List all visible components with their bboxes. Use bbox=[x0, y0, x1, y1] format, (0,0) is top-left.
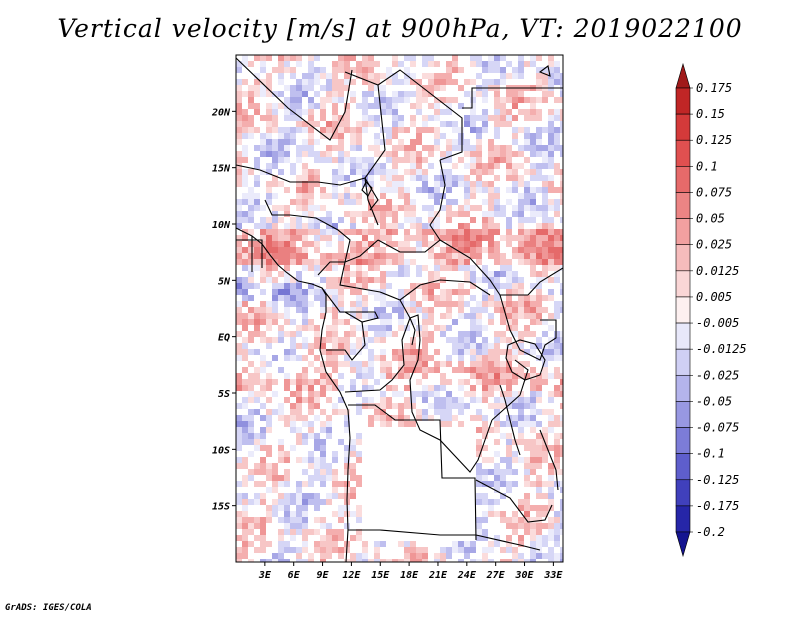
colorbar: 0.175 0.15 0.125 0.1 0.075 0.05 0.025 0.0125 0.0… bbox=[675, 62, 747, 558]
y-tick-label: 15S bbox=[212, 502, 230, 513]
lake-victoria bbox=[505, 339, 546, 381]
colorbar-label: 0.15 bbox=[696, 107, 725, 121]
colorbar-box bbox=[675, 322, 691, 350]
x-tick-label: 3E bbox=[258, 570, 272, 581]
colorbar-bottom-triangle bbox=[675, 531, 691, 558]
colorbar-label: 0.1 bbox=[696, 159, 718, 173]
x-tick-label: 12E bbox=[342, 570, 361, 581]
x-tick-label: 24E bbox=[457, 570, 477, 581]
x-tick-label: 27E bbox=[486, 570, 506, 581]
colorbar-box bbox=[675, 87, 691, 115]
colorbar-box bbox=[675, 374, 691, 402]
border-cameroon bbox=[321, 287, 379, 323]
lake-malawi bbox=[539, 429, 559, 491]
colorbar-label: -0.075 bbox=[696, 421, 739, 435]
colorbar-box bbox=[675, 113, 691, 141]
y-tick-label: 10N bbox=[212, 220, 231, 231]
border-drc-east bbox=[409, 314, 493, 473]
border-ghana-burkina bbox=[236, 236, 263, 272]
colorbar-label: 0.075 bbox=[696, 185, 732, 199]
colorbar-label: -0.1 bbox=[696, 447, 725, 461]
colorbar-box bbox=[675, 401, 691, 428]
colorbar-box bbox=[675, 348, 691, 376]
colorbar-box bbox=[675, 139, 691, 167]
colorbar-label: -0.0125 bbox=[696, 342, 747, 356]
x-tick-label: 9E bbox=[317, 570, 330, 581]
vertical-velocity-field bbox=[236, 55, 563, 562]
colorbar-box bbox=[675, 166, 691, 193]
y-tick-label: 5S bbox=[218, 389, 230, 400]
colorbar-box bbox=[675, 505, 691, 533]
colorbar-label: -0.125 bbox=[696, 473, 739, 487]
lake-tanganyika bbox=[499, 384, 521, 456]
colorbar-label: -0.005 bbox=[696, 316, 739, 330]
lake-kivu bbox=[409, 317, 416, 346]
colorbar-box bbox=[675, 192, 691, 219]
colorbar-top-triangle bbox=[675, 62, 691, 89]
y-tick-label: EQ bbox=[218, 333, 230, 344]
border-nigeria bbox=[264, 199, 351, 276]
y-tick-label: 20N bbox=[211, 107, 231, 118]
colorbar-label: -0.025 bbox=[696, 368, 739, 382]
colorbar-box bbox=[675, 270, 691, 298]
x-tick-label: 18E bbox=[400, 570, 419, 581]
x-tick-label: 21E bbox=[428, 570, 448, 581]
x-tick-label: 33E bbox=[543, 570, 563, 581]
x-tick-label: 6E bbox=[288, 570, 301, 581]
map-axes: 3E 6E 9E 12E 15E 18E 21E 24E 27E 30E 33E 20N 15N 10N 5… bbox=[211, 107, 563, 581]
colorbar-box bbox=[675, 479, 691, 507]
border-angola bbox=[348, 404, 477, 541]
border-zambia bbox=[475, 479, 553, 523]
colorbar-label: 0.05 bbox=[696, 212, 725, 226]
border-mali-niger bbox=[236, 164, 366, 186]
border-sudan-south bbox=[439, 239, 528, 296]
border-car bbox=[339, 239, 491, 301]
border-tanzania bbox=[491, 359, 529, 421]
colorbar-label: 0.125 bbox=[696, 133, 732, 147]
colorbar-box bbox=[675, 453, 691, 481]
x-tick-label: 15E bbox=[371, 570, 390, 581]
y-tick-label: 10S bbox=[212, 445, 230, 456]
coastline bbox=[236, 227, 351, 562]
y-tick-label: 15N bbox=[212, 164, 231, 175]
colorbar-box bbox=[675, 296, 691, 324]
colorbar-label: 0.0125 bbox=[696, 264, 739, 278]
colorbar-label: 0.175 bbox=[696, 81, 732, 95]
border-congo bbox=[326, 321, 366, 361]
border-algeria bbox=[236, 57, 353, 141]
y-tick-label: 5N bbox=[218, 276, 231, 287]
colorbar-label: -0.05 bbox=[696, 394, 732, 408]
colorbar-label: 0.025 bbox=[696, 238, 732, 252]
country-boundaries bbox=[236, 57, 563, 562]
border-angola-namibia bbox=[348, 529, 541, 551]
border-ethiopia bbox=[527, 267, 563, 296]
plot-frame bbox=[235, 54, 564, 563]
colorbar-label: -0.175 bbox=[696, 499, 739, 513]
x-tick-label: 30E bbox=[514, 570, 534, 581]
colorbar-box bbox=[675, 244, 691, 272]
grads-credit: GrADS: IGES/COLA bbox=[5, 603, 92, 613]
map-title: Vertical velocity [m/s] at 900hPa, VT: 2… bbox=[57, 14, 743, 43]
border-uganda bbox=[499, 294, 557, 361]
colorbar-label: -0.2 bbox=[696, 525, 725, 539]
colorbar-label: 0.005 bbox=[696, 290, 732, 304]
lake-tana bbox=[538, 65, 551, 77]
colorbar-box bbox=[675, 427, 691, 454]
colorbar-box bbox=[675, 218, 691, 246]
lake-chad bbox=[361, 181, 373, 197]
border-libya bbox=[344, 69, 463, 161]
border-egypt-sudan bbox=[462, 87, 563, 109]
border-chad-sudan bbox=[377, 159, 446, 253]
